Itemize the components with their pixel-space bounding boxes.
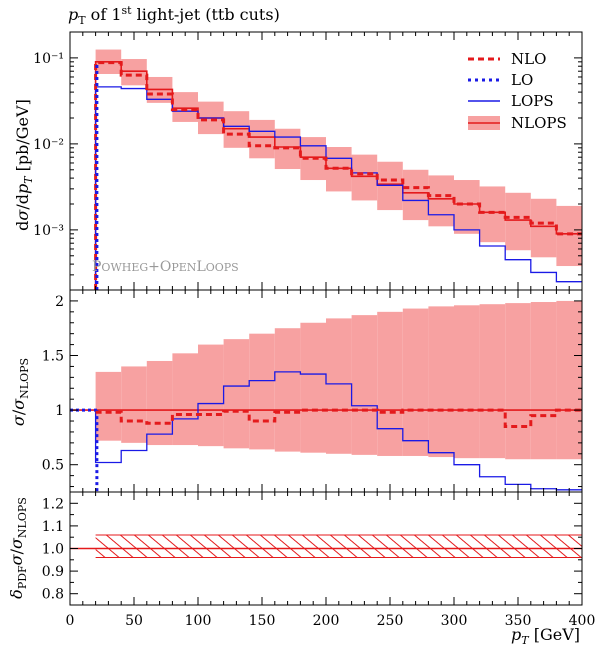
nlops-band-main-bin — [249, 119, 275, 159]
y-tick-label: 2 — [55, 294, 64, 310]
nlops-band-main-bin — [121, 59, 147, 86]
legend-label-nlops: NLOPS — [511, 114, 567, 132]
ratio-x-ticks — [69, 290, 583, 492]
nlops-band-main-bin — [402, 169, 429, 221]
nlops-band-ratio-bin — [505, 303, 531, 460]
y-tick-label: 1.2 — [42, 496, 64, 512]
nlops-band-ratio-bin — [198, 344, 224, 447]
nlops-band-ratio-bin — [274, 328, 301, 452]
x-tick-label: 400 — [569, 613, 596, 629]
y-tick-label: 10⁻¹ — [33, 51, 64, 67]
nlops-band-ratio-bin — [172, 353, 198, 446]
y-tick-label: 1 — [55, 403, 64, 419]
ratio-y-ticks: 0.5 1 1.5 2 — [42, 294, 582, 488]
nlops-band-main-bin — [454, 180, 480, 234]
pdf-y-label: δPDFσ/σNLOPS — [7, 497, 29, 599]
nlops-band-ratio-bin — [326, 318, 352, 454]
nlops-band-ratio-bin — [249, 333, 275, 450]
main-x-ticks — [69, 32, 583, 290]
pdf-hatch-band — [95, 534, 582, 558]
ratio-series-lines — [70, 371, 582, 492]
nlops-band-ratio-bin — [479, 304, 506, 459]
x-tick-label: 300 — [441, 613, 468, 629]
pdf-panel: 0.8 0.9 1.0 1.1 1.2 0 50 100 150 200 250 300 350 400… — [7, 491, 596, 647]
y-tick-label: 1.5 — [42, 349, 64, 365]
nlops-band-main-bin — [428, 175, 454, 227]
nlops-band-ratio-bin — [351, 315, 378, 455]
x-tick-label: 50 — [125, 613, 143, 629]
nlops-band-main-bin — [530, 198, 557, 258]
ratio-y-label: σ/σNLOPS — [9, 358, 31, 426]
y-tick-label: 0.9 — [42, 564, 64, 580]
ratio-panel: 0.5 1 1.5 2 σ/σNLOPS — [9, 289, 583, 493]
legend-label-lo: LO — [511, 71, 533, 89]
chart-title: pT of 1st light-jet (ttb cuts) — [68, 4, 280, 27]
nlops-band-ratio-bin — [428, 306, 454, 458]
nlops-band-main-bin — [172, 92, 198, 122]
legend: NLO LO LOPS NLOPS — [468, 50, 567, 132]
nlops-band-main-bin — [351, 154, 378, 201]
nlops-band-ratio-bin — [530, 302, 557, 460]
nlops-band-ratio-bin — [556, 300, 582, 460]
x-axis-label: pT [GeV] — [511, 625, 580, 647]
y-tick-label: 0.8 — [42, 587, 64, 603]
x-tick-label: 250 — [377, 613, 404, 629]
nlops-band-ratio-bin — [223, 339, 250, 449]
x-tick-label: 100 — [185, 613, 212, 629]
pdf-band — [70, 534, 582, 559]
y-tick-label: 1.0 — [42, 542, 64, 558]
nlops-band-ratio-bin — [300, 322, 326, 453]
series-nlo-line — [94, 61, 582, 290]
legend-label-nlo: NLO — [511, 50, 546, 68]
pdf-x-ticks: 0 50 100 150 200 250 300 350 400 — [66, 492, 596, 629]
main-y-ticks: 10⁻¹ 10⁻² 10⁻³ — [33, 31, 582, 291]
pdf-y-ticks: 0.8 0.9 1.0 1.1 1.2 — [42, 496, 582, 606]
nlops-band-main-bin — [556, 205, 582, 267]
y-tick-label: 0.5 — [42, 458, 64, 474]
main-panel: 10⁻¹ 10⁻² 10⁻³ dσ/dpT [pb/GeV] POWHEG+OPEN… — [13, 31, 583, 291]
x-tick-label: 150 — [249, 613, 276, 629]
nlops-band-main-bin — [479, 186, 506, 243]
nlops-band-ratio-bin — [95, 371, 122, 441]
series-nlo-ratio-line — [95, 408, 582, 428]
nlops-band-ratio-bin — [377, 311, 403, 456]
x-tick-label: 200 — [313, 613, 340, 629]
legend-label-lops: LOPS — [511, 92, 554, 110]
y-tick-label: 10⁻² — [33, 137, 64, 153]
brand-label: POWHEG+OPENLOOPS — [92, 259, 239, 275]
y-tick-label: 1.1 — [42, 519, 64, 535]
series-lops-ratio-line — [94, 371, 582, 491]
x-tick-label: 350 — [505, 613, 532, 629]
nlops-band-ratio-bin — [146, 360, 173, 446]
main-y-label: dσ/dpT [pb/GeV] — [13, 99, 35, 231]
x-tick-label: 0 — [66, 613, 75, 629]
nlops-band-ratio-bin — [121, 366, 147, 443]
nlops-band-ratio-bin — [454, 305, 480, 459]
y-tick-label: 10⁻³ — [33, 223, 64, 239]
nlops-band-main-bin — [505, 192, 531, 251]
main-series-lines — [94, 61, 582, 290]
nlops-band-ratio — [95, 300, 582, 460]
nlops-band-ratio-bin — [402, 308, 429, 456]
